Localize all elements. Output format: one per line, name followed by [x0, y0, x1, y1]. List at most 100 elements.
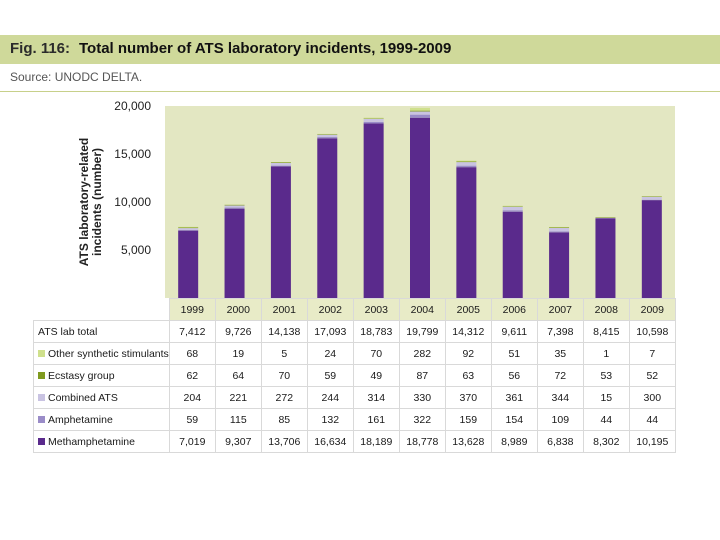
- bar-segment-amphetamine: [502, 210, 523, 212]
- bar-segment-ecstasy-group: [270, 162, 291, 163]
- data-label: 10,195: [628, 430, 676, 453]
- source-note: Source: UNODC DELTA.: [10, 70, 143, 84]
- data-label: 322: [398, 408, 446, 431]
- x-tick-label: 2004: [398, 298, 446, 321]
- legend-entry: Methamphetamine: [33, 430, 170, 453]
- stacked-bar-chart: ATS laboratory-relatedincidents (number)…: [77, 99, 675, 300]
- data-label: 59: [168, 408, 216, 431]
- legend-entry: Amphetamine: [33, 408, 170, 431]
- legend-swatch: [38, 350, 45, 358]
- bar-segment-other-synthetic-stimulants: [456, 160, 477, 162]
- data-label: 159: [444, 408, 492, 431]
- y-tick-label: 20,000: [114, 99, 151, 113]
- bar-segment-ecstasy-group: [549, 227, 570, 229]
- data-label: 361: [490, 386, 538, 409]
- bar-segment-methamphetamine: [641, 200, 662, 298]
- data-label: 64: [214, 364, 262, 387]
- table-row: Methamphetamine 7,019 9,307 13,706 16,634 18,…: [33, 430, 676, 453]
- legend-swatch: [38, 372, 45, 380]
- bar-segment-amphetamine: [224, 207, 245, 209]
- y-tick-label: 10,000: [114, 195, 151, 209]
- data-label: 56: [490, 364, 538, 387]
- data-label: 7,398: [536, 320, 584, 343]
- data-label: 59: [306, 364, 354, 387]
- data-label: 18,778: [398, 430, 446, 453]
- x-tick-label: 2003: [352, 298, 400, 321]
- chart-title: Total number of ATS laboratory incidents…: [79, 40, 452, 57]
- data-label: 7,412: [168, 320, 216, 343]
- bar-segment-amphetamine: [270, 165, 291, 167]
- bar-segment-amphetamine: [410, 114, 430, 118]
- x-tick-label: 2002: [306, 298, 354, 321]
- data-label: 24: [306, 342, 354, 365]
- data-label: 370: [444, 386, 492, 409]
- figure: Fig. 116: Total number of ATS laboratory…: [0, 35, 720, 453]
- x-tick-label: 2007: [536, 298, 584, 321]
- data-label: 13,706: [260, 430, 308, 453]
- data-label: 62: [168, 364, 216, 387]
- x-tick-label: 2006: [490, 298, 538, 321]
- data-label: 8,989: [490, 430, 538, 453]
- bar-segment-methamphetamine: [270, 166, 291, 298]
- legend-entry: Combined ATS: [33, 386, 170, 409]
- bar-segment-methamphetamine: [410, 117, 430, 298]
- table-row: Other synthetic stimulants 68 19 5 24 70 282 92…: [33, 342, 676, 365]
- data-label: 19,799: [398, 320, 446, 343]
- divider: [0, 91, 720, 92]
- legend-label: Combined ATS: [48, 391, 118, 404]
- bar-segment-methamphetamine: [317, 138, 338, 298]
- bar-segment-combined-ats: [178, 228, 199, 231]
- legend-entry: Other synthetic stimulants: [33, 342, 170, 365]
- data-label: 244: [306, 386, 354, 409]
- bar-segment-ecstasy-group: [224, 204, 245, 206]
- bar-segment-ecstasy-group: [502, 206, 523, 207]
- title-bar: Fig. 116: Total number of ATS laboratory…: [0, 35, 720, 64]
- data-label: 72: [536, 364, 584, 387]
- y-tick-label: 15,000: [114, 147, 151, 161]
- figure-number: Fig. 116:: [10, 40, 71, 57]
- data-label: 68: [168, 342, 216, 365]
- data-label: 115: [214, 408, 262, 431]
- bar-segment-ecstasy-group: [595, 217, 616, 218]
- bar-segment-combined-ats: [270, 162, 291, 166]
- bar-segment-methamphetamine: [456, 167, 477, 298]
- data-table: 1999 2000 2001 2002 2003 2004 2005 2006 2007 2008…: [33, 298, 676, 453]
- legend-label: Amphetamine: [48, 413, 113, 426]
- bar-segment-amphetamine: [456, 165, 477, 168]
- data-label: 9,611: [490, 320, 538, 343]
- bar-segment-amphetamine: [317, 137, 338, 139]
- data-label: 314: [352, 386, 400, 409]
- x-tick-label: 1999: [168, 298, 216, 321]
- x-tick-label: 2008: [582, 298, 630, 321]
- bar-segment-combined-ats: [317, 134, 338, 138]
- data-label: 161: [352, 408, 400, 431]
- x-tick-label: 2005: [444, 298, 492, 321]
- legend-swatch: [38, 394, 45, 402]
- data-label: 15: [582, 386, 630, 409]
- data-label: 7: [628, 342, 676, 365]
- data-label: 16,634: [306, 430, 354, 453]
- bar-segment-methamphetamine: [502, 211, 523, 298]
- data-label: 330: [398, 386, 446, 409]
- bar-segment-other-synthetic-stimulants: [178, 226, 199, 228]
- bar-segment-ecstasy-group: [410, 110, 430, 112]
- data-label: 44: [582, 408, 630, 431]
- data-label: 14,312: [444, 320, 492, 343]
- data-label: 18,783: [352, 320, 400, 343]
- bar-segment-methamphetamine: [224, 208, 245, 298]
- data-label: 13,628: [444, 430, 492, 453]
- bar-segment-other-synthetic-stimulants: [410, 107, 430, 111]
- data-label: 154: [490, 408, 538, 431]
- x-tick-label: 2000: [214, 298, 262, 321]
- legend-swatch: [38, 438, 45, 446]
- bar-segment-combined-ats: [641, 196, 662, 200]
- data-label: 272: [260, 386, 308, 409]
- data-label: 204: [168, 386, 216, 409]
- legend-entry: Ecstasy group: [33, 364, 170, 387]
- bar-segment-combined-ats: [456, 162, 477, 166]
- data-label: 35: [536, 342, 584, 365]
- bar-segment-combined-ats: [549, 228, 570, 232]
- bar-segment-methamphetamine: [363, 123, 384, 298]
- data-label: 5: [260, 342, 308, 365]
- table-row: Ecstasy group 62 64 70 59 49 87 63 56 72 53 52: [33, 364, 676, 387]
